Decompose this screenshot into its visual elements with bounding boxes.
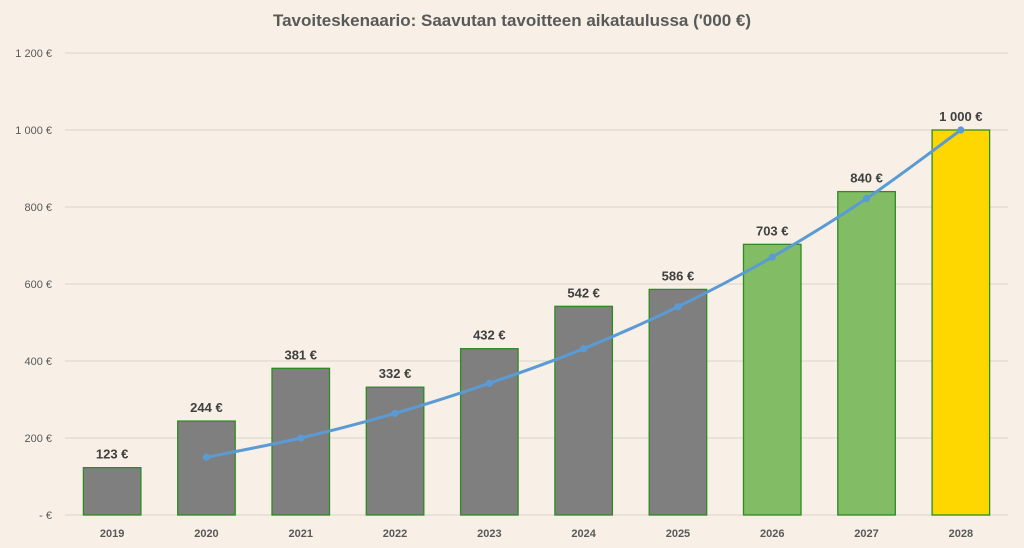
data-label-2021: 381 € xyxy=(284,347,317,362)
trend-point-2024 xyxy=(580,345,588,353)
bar-2026 xyxy=(742,243,802,516)
x-tick-label-2025: 2025 xyxy=(666,528,690,540)
bar-2028 xyxy=(931,129,991,516)
bar-2024 xyxy=(554,305,614,516)
x-tick-label-2019: 2019 xyxy=(100,528,124,540)
data-label-2023: 432 € xyxy=(473,328,506,343)
y-tick-label-3: 600 € xyxy=(24,279,52,291)
y-tick-label-2: 400 € xyxy=(24,356,52,368)
trend-point-2021 xyxy=(297,434,305,442)
x-tick-label-2028: 2028 xyxy=(949,528,973,540)
data-label-2025: 586 € xyxy=(662,268,695,283)
data-label-2027: 840 € xyxy=(850,171,883,186)
x-tick-label-2023: 2023 xyxy=(477,528,501,540)
chart-title: Tavoiteskenaario: Saavutan tavoitteen ai… xyxy=(272,11,752,30)
bar-2027 xyxy=(837,190,896,516)
bar-2020 xyxy=(177,420,236,516)
data-label-2028: 1 000 € xyxy=(939,109,982,124)
trend-point-2028 xyxy=(957,126,965,134)
x-tick-label-2020: 2020 xyxy=(194,528,218,540)
x-tick-label-2026: 2026 xyxy=(760,528,784,540)
trend-line xyxy=(204,128,963,459)
x-tick-label-2027: 2027 xyxy=(854,528,878,540)
data-label-2020: 244 € xyxy=(190,400,223,415)
y-tick-label-5: 1 000 € xyxy=(15,125,52,137)
y-tick-label-0: - € xyxy=(39,510,52,522)
x-tick-label-2022: 2022 xyxy=(383,528,407,540)
data-label-2019: 123 € xyxy=(96,447,129,462)
trend-point-2020 xyxy=(202,453,211,461)
trend-point-2022 xyxy=(391,409,399,417)
bar-2025 xyxy=(648,288,708,516)
data-label-2026: 703 € xyxy=(756,223,789,238)
bar-2019 xyxy=(82,466,142,516)
trend-point-2027 xyxy=(862,194,871,203)
trend-point-2025 xyxy=(674,303,682,311)
y-tick-label-1: 200 € xyxy=(24,433,52,445)
x-tick-label-2024: 2024 xyxy=(571,528,596,540)
trend-point-2023 xyxy=(485,379,493,387)
y-tick-label-6: 1 200 € xyxy=(15,48,52,60)
y-tick-label-4: 800 € xyxy=(24,202,52,214)
data-label-2024: 542 € xyxy=(567,285,600,300)
trend-point-2026 xyxy=(768,253,776,261)
data-label-2022: 332 € xyxy=(379,366,412,381)
x-tick-label-2021: 2021 xyxy=(289,528,313,540)
bar-2023 xyxy=(459,348,519,516)
